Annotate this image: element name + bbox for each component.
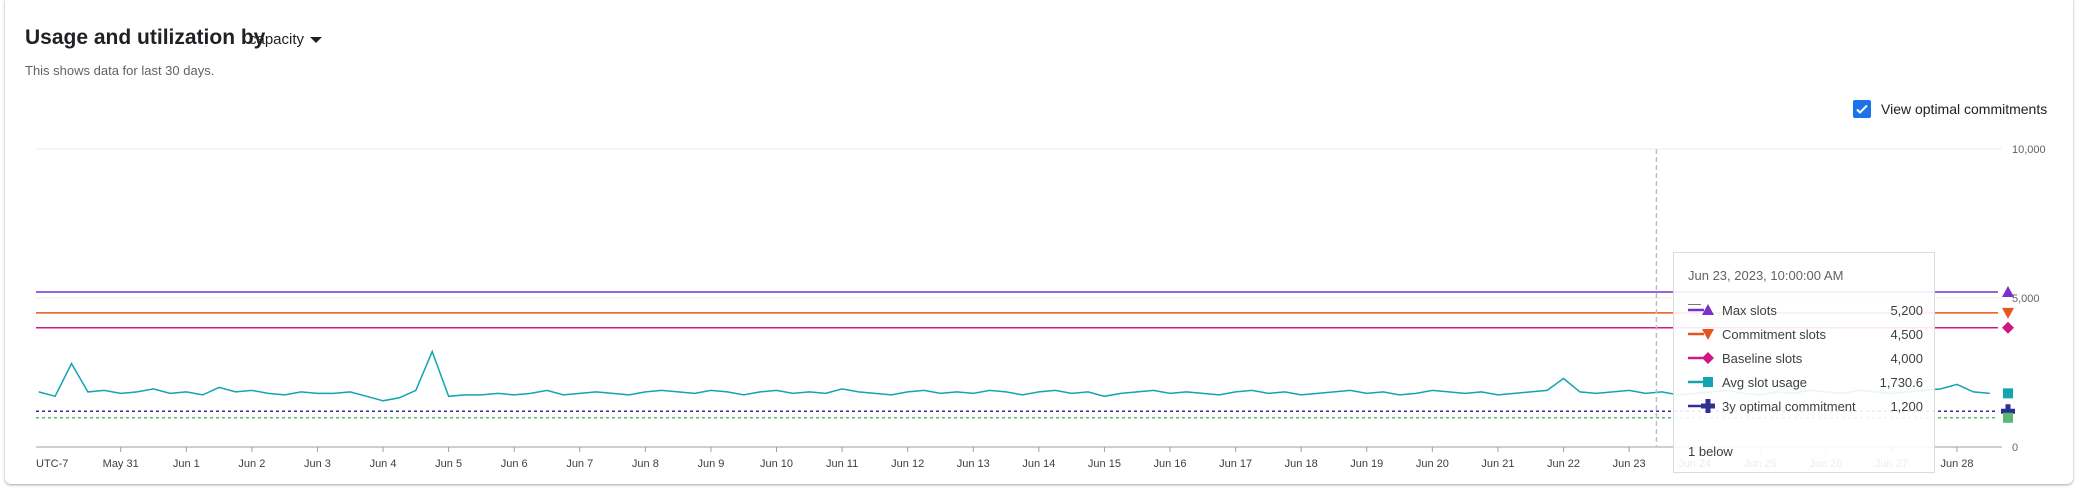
legend-triangle-up-icon (1688, 304, 1714, 315)
legend-marker (1702, 352, 1714, 364)
x-tick-label: Jun 23 (1613, 458, 1646, 470)
x-tick-label: Jun 5 (435, 458, 462, 470)
x-tick-label: Jun 2 (238, 458, 265, 470)
x-tick-label: Jun 21 (1481, 458, 1514, 470)
view-optimal-label: View optimal commitments (1881, 101, 2048, 117)
tooltip-row: 3y optimal commitment 1,200 (1688, 396, 1923, 416)
series-end-marker-diamond (2002, 321, 2014, 334)
caret-down-icon (310, 36, 323, 43)
chart-tooltip: Jun 23, 2023, 10:00:00 AM — Max slots 5,2… (1673, 252, 1935, 473)
y-tick-label: 5,000 (2012, 293, 2040, 305)
series-max-slots (36, 286, 2014, 298)
tooltip-series-value: 5,200 (1890, 302, 1923, 318)
legend-marker (1703, 377, 1713, 387)
tooltip-more: 1 below (1688, 444, 1733, 459)
series-avg-slot-usage (38, 349, 2013, 402)
series-3y-optimal-commitment (36, 404, 2015, 419)
series-end-marker-triangle-down (2002, 307, 2014, 319)
x-tick-label: Jun 22 (1547, 458, 1580, 470)
tooltip-series-value: 1,730.6 (1879, 374, 1923, 390)
x-tick-label: Jun 9 (697, 458, 724, 470)
x-tick-label: May 31 (103, 458, 139, 470)
x-tick-label: Jun 10 (760, 458, 793, 470)
x-tick-label: Jun 14 (1022, 458, 1055, 470)
x-tick-label: Jun 20 (1416, 458, 1449, 470)
y-tick-label: 0 (2012, 442, 2018, 454)
dimension-dropdown[interactable]: capacity (249, 31, 323, 48)
tooltip-date: Jun 23, 2023, 10:00:00 AM (1688, 268, 1844, 283)
series-baseline-slots (36, 321, 2014, 334)
tooltip-series-value: 4,000 (1890, 350, 1923, 366)
x-tick-label: Jun 19 (1350, 458, 1383, 470)
tooltip-series-value: 4,500 (1890, 326, 1923, 342)
tooltip-row: Baseline slots 4,000 (1688, 348, 1923, 368)
x-tick-label: Jun 7 (566, 458, 593, 470)
tooltip-row: Commitment slots 4,500 (1688, 324, 1923, 344)
series-end-marker-triangle-up (2002, 286, 2014, 298)
x-tick-label: Jun 28 (1940, 458, 1973, 470)
tooltip-series-name: Commitment slots (1722, 326, 1827, 342)
timezone-label: UTC-7 (36, 458, 68, 470)
x-tick-label: Jun 4 (370, 458, 397, 470)
series-line (38, 349, 1990, 402)
legend-triangle-down-icon (1688, 329, 1714, 340)
x-tick-label: Jun 11 (826, 458, 858, 470)
x-tick-label: Jun 16 (1154, 458, 1187, 470)
x-tick-label: Jun 18 (1285, 458, 1318, 470)
x-tick-label: Jun 3 (304, 458, 331, 470)
tooltip-series-name: Avg slot usage (1722, 374, 1808, 390)
view-optimal-checkbox[interactable]: View optimal commitments (1853, 100, 2047, 118)
x-tick-label: Jun 6 (501, 458, 528, 470)
legend-marker (1702, 304, 1714, 315)
page-title: Usage and utilization by (25, 26, 266, 49)
y-tick-label: 10,000 (2012, 144, 2046, 156)
subtitle: This shows data for last 30 days. (25, 63, 215, 78)
x-tick-label: Jun 1 (173, 458, 200, 470)
series-unnamed (36, 412, 2013, 423)
tooltip-series-name: 3y optimal commitment (1722, 398, 1856, 414)
legend-diamond-icon (1688, 352, 1714, 364)
dimension-value: capacity (249, 31, 305, 48)
x-tick-label: Jun 17 (1219, 458, 1252, 470)
series-end-marker-plus (2001, 404, 2015, 419)
legend-square-icon (1688, 377, 1713, 387)
legend-plus-icon (1688, 399, 1715, 413)
legend-marker (1701, 399, 1715, 413)
x-tick-label: Jun 15 (1088, 458, 1121, 470)
x-tick-label: Jun 13 (957, 458, 990, 470)
legend-marker (1702, 329, 1714, 340)
series-end-marker-square (2003, 388, 2013, 399)
tooltip-series-name: Baseline slots (1722, 350, 1803, 366)
checkbox-checked-icon[interactable] (1853, 100, 1871, 118)
series-commitment-slots (36, 307, 2014, 319)
series-end-marker-square (2003, 412, 2013, 423)
tooltip-row: Max slots 5,200 (1688, 300, 1923, 320)
x-tick-label: Jun 12 (891, 458, 924, 470)
tooltip-separator: — (1688, 296, 1701, 311)
tooltip-series-name: Max slots (1722, 302, 1777, 318)
tooltip-series-value: 1,200 (1890, 398, 1923, 414)
x-tick-label: Jun 8 (632, 458, 659, 470)
tooltip-row: Avg slot usage 1,730.6 (1688, 372, 1923, 392)
